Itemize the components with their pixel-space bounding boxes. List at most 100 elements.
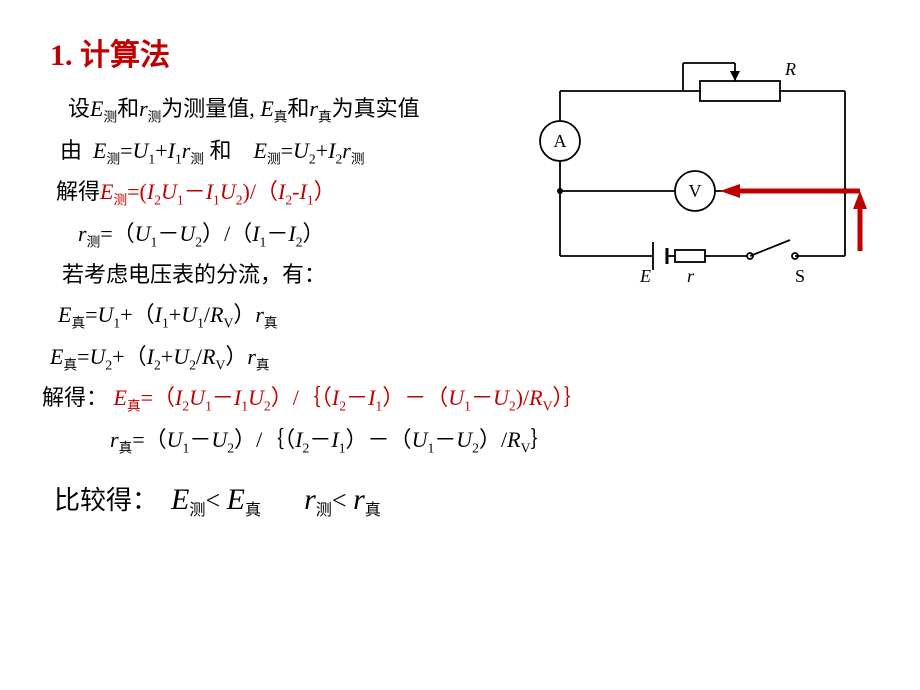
sub: 真	[318, 109, 332, 124]
op: －	[434, 427, 456, 452]
sub: 真	[274, 109, 288, 124]
var-E: E	[90, 96, 103, 121]
var-I: I	[252, 221, 259, 246]
sub: 1	[307, 192, 314, 207]
sub: 1	[162, 316, 169, 331]
sub: 测	[189, 503, 205, 520]
op: +	[161, 344, 173, 369]
var-r: r	[309, 96, 318, 121]
paren: （	[125, 344, 147, 369]
var-R: R	[202, 344, 215, 369]
var-I: I	[155, 302, 162, 327]
svg-text:R: R	[784, 59, 796, 79]
op: +	[120, 302, 132, 327]
var-E: E	[253, 138, 266, 163]
var-I: I	[147, 344, 154, 369]
op: =	[132, 427, 144, 452]
sub: 真	[119, 440, 133, 455]
var-E: E	[114, 385, 127, 410]
paren: ）	[234, 427, 256, 452]
sub: 测	[190, 151, 204, 166]
var-U: U	[133, 138, 149, 163]
brace: ｛	[262, 427, 284, 452]
text: 为测量值,	[161, 96, 260, 121]
op: －	[404, 385, 426, 410]
op: －	[189, 427, 211, 452]
sub: 测	[103, 109, 117, 124]
op: －	[346, 385, 368, 410]
paren: ）	[225, 344, 247, 369]
text: 为真实值	[332, 96, 420, 121]
sub: 测	[148, 109, 162, 124]
slide-page: 1. 计算法 设E测和r测为测量值, E真和r真为真实值 由 E测=U1+I1r…	[0, 0, 920, 690]
op: +	[112, 344, 124, 369]
sub: 测	[106, 151, 120, 166]
sub: 真	[365, 503, 381, 520]
paren: ）	[303, 221, 325, 246]
text: 和	[117, 96, 139, 121]
var-E: E	[100, 179, 113, 204]
var-U: U	[211, 427, 227, 452]
var-I: I	[295, 427, 302, 452]
op: +	[155, 138, 167, 163]
sub: 2	[285, 192, 292, 207]
op: +	[169, 302, 181, 327]
paren: （	[390, 427, 412, 452]
var-r: r	[139, 96, 148, 121]
var-U: U	[98, 302, 114, 327]
sub: 真	[71, 316, 85, 331]
sub: 测	[351, 151, 365, 166]
op: =	[281, 138, 293, 163]
op: <	[205, 486, 226, 515]
svg-text:S: S	[795, 266, 805, 286]
sub: 2	[154, 357, 161, 372]
sub: 2	[189, 357, 196, 372]
paren: （	[230, 221, 252, 246]
text: 由	[60, 138, 82, 163]
sub: 1	[177, 192, 184, 207]
var-r: r	[78, 221, 87, 246]
sub: 2	[154, 192, 161, 207]
var-r: r	[342, 138, 351, 163]
paren: ）	[202, 221, 224, 246]
var-R: R	[507, 427, 520, 452]
sub: 真	[63, 357, 77, 372]
var-E: E	[260, 96, 273, 121]
sub: 2	[309, 151, 316, 166]
var-U: U	[220, 179, 236, 204]
paren: ）	[271, 385, 293, 410]
paren: ）	[314, 179, 336, 204]
op: =	[141, 385, 153, 410]
op: －	[471, 385, 493, 410]
var-U: U	[179, 221, 195, 246]
paren: （	[113, 221, 135, 246]
op: =	[100, 221, 112, 246]
var-r: r	[304, 483, 316, 516]
sub: 1	[464, 399, 471, 414]
var-R: R	[210, 302, 223, 327]
paren: )	[516, 385, 523, 410]
op: =	[120, 138, 132, 163]
var-r: r	[247, 344, 256, 369]
text: 设	[68, 96, 90, 121]
sub: V	[543, 399, 553, 414]
op: =	[77, 344, 89, 369]
var-U: U	[448, 385, 464, 410]
text: 比较得：	[54, 486, 158, 515]
sub: 2	[472, 440, 479, 455]
op: －	[309, 427, 331, 452]
var-U: U	[456, 427, 472, 452]
var-I: I	[288, 221, 295, 246]
e-true-eq2: E真=U2+（I2+U2/RV）r真	[50, 340, 880, 376]
sub: V	[521, 440, 531, 455]
var-U: U	[293, 138, 309, 163]
paren: ）	[552, 385, 563, 410]
op: －	[184, 179, 206, 204]
var-U: U	[189, 385, 205, 410]
sub: 2	[264, 399, 271, 414]
brace: ｝	[530, 427, 552, 452]
sub: 测	[113, 192, 127, 207]
circuit-diagram: RAVErS	[535, 46, 880, 291]
paren: ）	[382, 385, 404, 410]
op: －	[212, 385, 234, 410]
